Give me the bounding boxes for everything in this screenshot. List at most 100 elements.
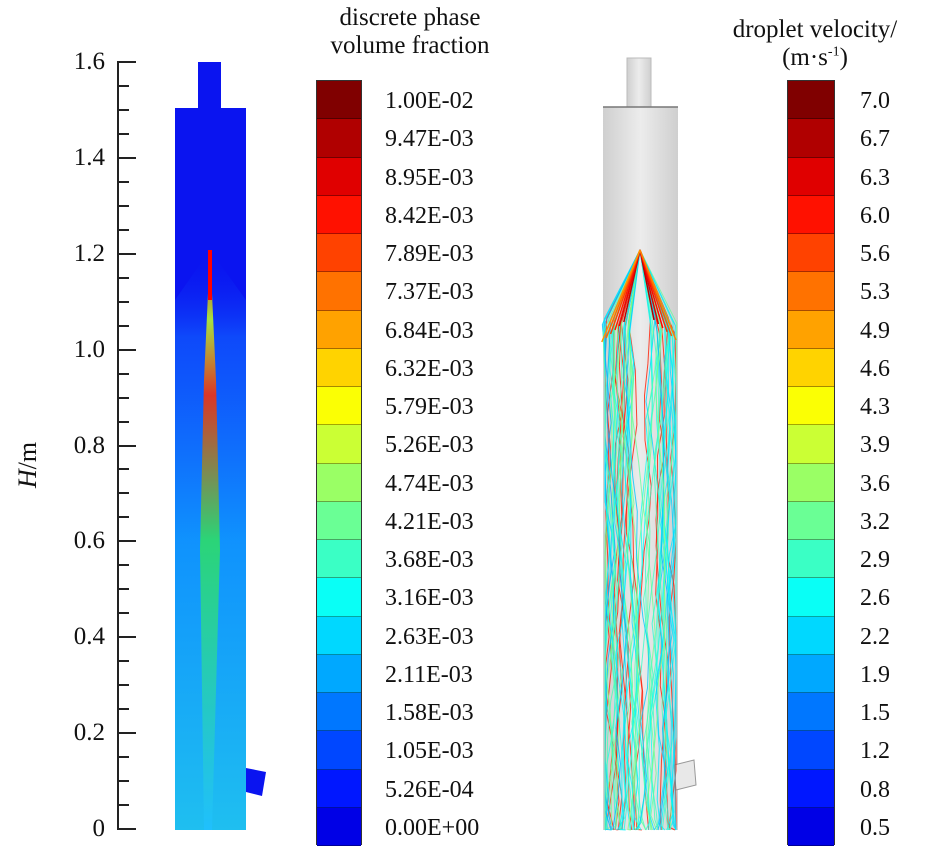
legend-label: 1.2 <box>860 738 890 765</box>
minor-tick <box>117 756 129 759</box>
legend-label: 9.47E-03 <box>385 126 474 153</box>
y-tick-label: 0.8 <box>73 431 105 459</box>
colorbar-band <box>317 654 361 693</box>
vessel-neck <box>626 57 652 108</box>
legend-label: 2.2 <box>860 623 890 650</box>
droplet-trajectory <box>624 249 655 831</box>
legend-label: 0.00E+00 <box>385 814 480 841</box>
droplet-trajectory <box>616 249 641 831</box>
colorbar-band <box>788 616 834 655</box>
legend-label: 1.00E-02 <box>385 88 474 115</box>
droplet-trajectory <box>614 249 641 831</box>
colorbar-band <box>788 654 834 693</box>
colorbar-band <box>788 807 834 846</box>
legend-label: 5.79E-03 <box>385 394 474 421</box>
y-tick-label: 1.6 <box>73 48 105 75</box>
y-axis-unit: /m <box>13 441 42 470</box>
legend-label: 5.3 <box>860 279 890 306</box>
colorbar-band <box>788 310 834 349</box>
major-tick <box>117 252 136 255</box>
colorbar-band <box>317 769 361 808</box>
left-legend-title-line1: discrete phase <box>339 4 481 31</box>
legend-label: 1.5 <box>860 700 890 727</box>
minor-tick <box>117 228 129 231</box>
minor-tick <box>117 516 129 519</box>
legend-label: 7.37E-03 <box>385 279 474 306</box>
right-legend-title-line2: (m·s-1) <box>690 44 940 72</box>
legend-label: 3.2 <box>860 508 890 535</box>
colorbar-band <box>317 501 361 540</box>
minor-tick <box>117 276 129 279</box>
legend-label: 7.89E-03 <box>385 241 474 268</box>
minor-tick <box>117 204 129 207</box>
volume-fraction-contour <box>175 62 266 830</box>
legend-label: 3.6 <box>860 470 890 497</box>
minor-tick <box>117 300 129 303</box>
droplet-trajectory <box>637 249 675 831</box>
legend-label: 3.9 <box>860 432 890 459</box>
y-tick-label: 0.4 <box>73 623 105 651</box>
legend-label: 6.32E-03 <box>385 355 474 382</box>
minor-tick <box>117 84 129 87</box>
unit-sup: -1 <box>827 44 840 60</box>
y-axis-symbol: H <box>13 469 42 489</box>
minor-tick <box>117 492 129 495</box>
droplet-trajectory-plot <box>601 57 697 831</box>
droplet-trajectory <box>639 249 677 831</box>
y-tick-label: 1.2 <box>73 239 105 267</box>
minor-tick <box>117 684 129 687</box>
droplet-trajectory <box>639 249 661 831</box>
droplet-trajectory <box>639 249 666 831</box>
colorbar-band <box>788 501 834 540</box>
legend-label: 1.9 <box>860 661 890 688</box>
outlet-pipe <box>673 759 697 791</box>
colorbar-band <box>317 348 361 387</box>
minor-tick <box>117 396 129 399</box>
minor-tick <box>117 708 129 711</box>
colorbar-band <box>788 348 834 387</box>
colorbar-band <box>317 807 361 846</box>
unit-prefix: (m·s <box>782 43 828 71</box>
y-tick-label: 1.0 <box>73 335 105 363</box>
spray-cone-line <box>601 249 641 343</box>
minor-tick <box>117 324 129 327</box>
legend-label: 6.0 <box>860 202 890 229</box>
droplet-trajectory <box>615 249 641 831</box>
minor-tick <box>117 372 129 375</box>
major-tick <box>117 444 136 447</box>
right-legend-title-line1: droplet velocity/ <box>732 16 898 43</box>
volume-fraction-colorbar <box>316 80 362 846</box>
major-tick <box>117 732 136 735</box>
colorbar-band <box>788 463 834 502</box>
droplet-trajectory <box>639 249 677 831</box>
legend-label: 4.21E-03 <box>385 508 474 535</box>
minor-tick <box>117 612 129 615</box>
legend-label: 8.42E-03 <box>385 202 474 229</box>
legend-label: 1.05E-03 <box>385 738 474 765</box>
droplet-trajectory <box>634 249 653 831</box>
droplet-trajectory <box>606 249 641 831</box>
minor-tick <box>117 108 129 111</box>
outlet-pipe <box>246 768 266 796</box>
legend-label: 7.0 <box>860 88 890 115</box>
legend-label: 2.11E-03 <box>385 661 473 688</box>
colorbar-band <box>788 693 834 732</box>
droplet-trajectory <box>608 249 641 831</box>
major-tick <box>117 348 136 351</box>
droplet-trajectory <box>604 249 641 831</box>
major-tick <box>117 828 136 830</box>
y-tick-label: 0.2 <box>73 719 105 747</box>
spray-plume <box>200 250 220 830</box>
legend-label: 4.3 <box>860 394 890 421</box>
minor-tick <box>117 132 129 135</box>
droplet-trajectory <box>625 249 650 831</box>
colorbar-band <box>788 540 834 579</box>
droplet-trajectory <box>639 249 675 831</box>
colorbar-band <box>317 81 361 120</box>
colorbar-band <box>317 119 361 158</box>
colorbar-band <box>788 195 834 234</box>
colorbar-band <box>788 157 834 196</box>
left-legend-title-line2: volume fraction <box>330 31 490 59</box>
colorbar-band <box>317 272 361 311</box>
